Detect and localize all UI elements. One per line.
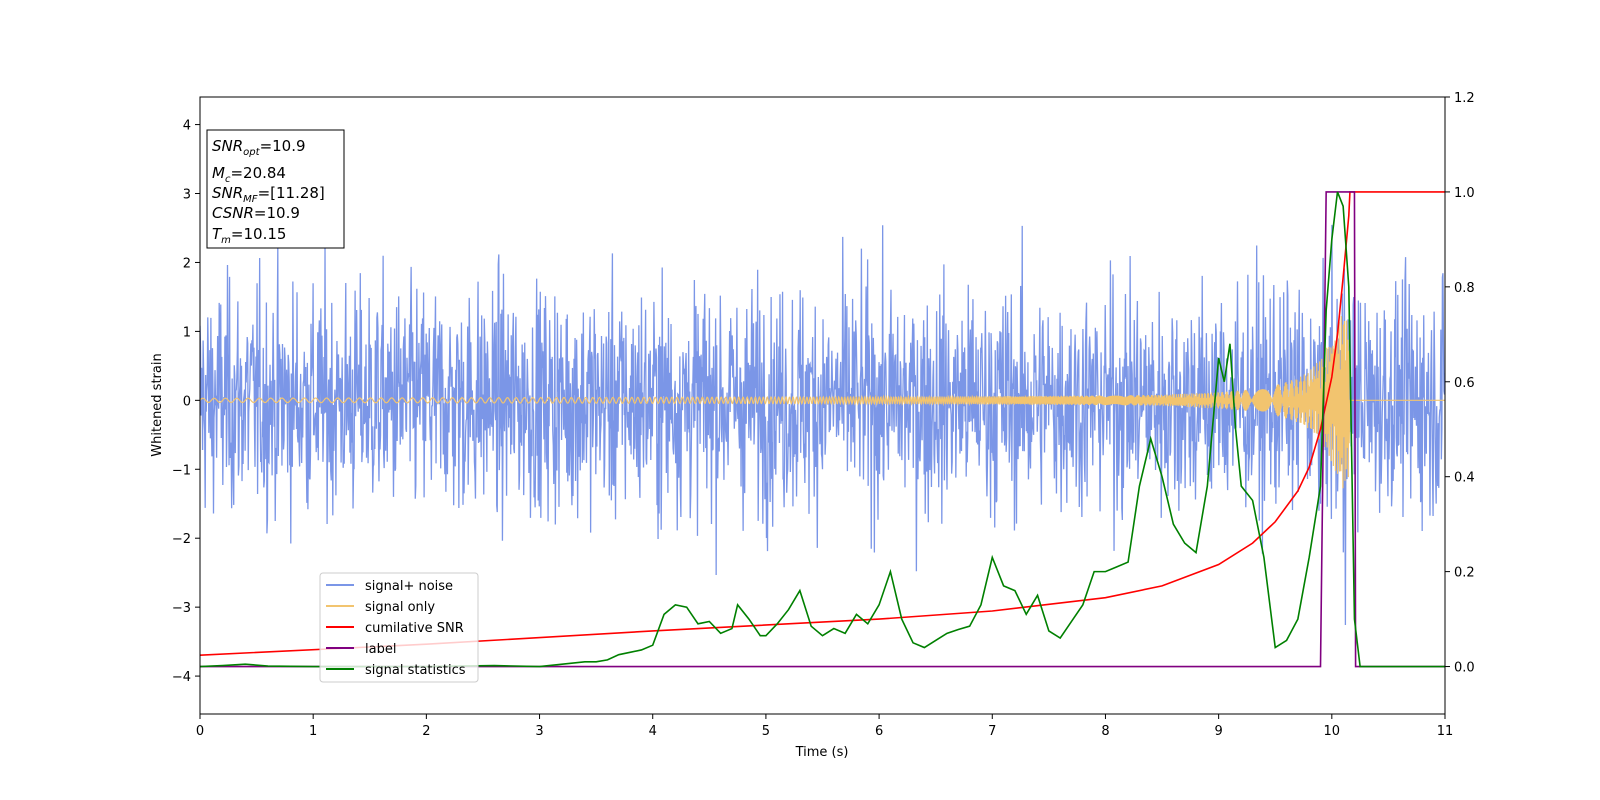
x-tick-label: 5 <box>762 724 770 739</box>
legend-label-snr: cumilative SNR <box>365 621 464 636</box>
x-tick-label: 2 <box>422 724 430 739</box>
y2-tick-label: 1.0 <box>1454 186 1475 201</box>
y-tick-label: 2 <box>183 256 191 271</box>
series-cumulative-snr <box>200 191 1445 656</box>
legend-frame <box>319 572 479 683</box>
y-tick-label: 0 <box>183 394 191 409</box>
y-axis-right: 0.0 0.2 0.4 0.6 0.8 1.0 1.2 <box>1445 91 1475 676</box>
y2-tick-label: 0.4 <box>1454 471 1475 486</box>
legend-label-label: label <box>365 642 396 657</box>
y-tick-label: −1 <box>172 463 191 478</box>
y-axis-left: −4 −3 −2 −1 0 1 2 3 4 <box>172 119 200 685</box>
y2-tick-label: 1.2 <box>1454 91 1475 106</box>
x-tick-label: 11 <box>1437 724 1454 739</box>
legend-label-signal: signal only <box>365 600 435 615</box>
info-csnr: CSNR=10.9 <box>212 204 300 222</box>
y-tick-label: 3 <box>183 188 191 203</box>
legend-label-noise: signal+ noise <box>365 579 453 594</box>
info-mc: Mc=20.84 <box>212 164 286 185</box>
y-tick-label: −4 <box>172 670 191 685</box>
info-snr-opt: SNRopt=10.9 <box>212 137 306 158</box>
x-tick-label: 8 <box>1101 724 1109 739</box>
x-tick-label: 3 <box>535 724 543 739</box>
plot-content <box>200 191 1445 668</box>
x-tick-label: 0 <box>196 724 204 739</box>
y-tick-label: 1 <box>183 325 191 340</box>
info-tm: Tm=10.15 <box>212 225 286 246</box>
info-snr-mf: SNRMF=[11.28] <box>212 184 325 205</box>
x-tick-label: 6 <box>875 724 883 739</box>
y-tick-label: 4 <box>183 119 191 134</box>
y-tick-label: −2 <box>172 532 191 547</box>
x-axis: 0 1 2 3 4 5 6 7 8 9 10 11 <box>196 714 1453 739</box>
info-box: SNRopt=10.9 Mc=20.84 SNRMF=[11.28] CSNR=… <box>206 129 345 249</box>
x-tick-label: 10 <box>1324 724 1341 739</box>
info-box-frame <box>206 129 345 249</box>
y2-tick-label: 0.2 <box>1454 566 1475 581</box>
y-tick-label: −3 <box>172 601 191 616</box>
series-signal-only <box>200 316 1445 489</box>
y2-tick-label: 0.6 <box>1454 376 1475 391</box>
series-signal-noise <box>200 224 1445 626</box>
legend-label-stats: signal statistics <box>365 663 466 678</box>
y2-tick-label: 0.0 <box>1454 661 1475 676</box>
legend: signal+ noise signal only cumilative SNR… <box>319 572 479 683</box>
series-signal-statistics <box>200 191 1445 668</box>
plot-frame <box>199 96 1446 715</box>
x-tick-label: 9 <box>1214 724 1222 739</box>
x-tick-label: 7 <box>988 724 996 739</box>
y-axis-label: Whitened strain <box>150 353 165 456</box>
x-tick-label: 4 <box>649 724 657 739</box>
x-axis-label: Time (s) <box>795 745 849 760</box>
x-tick-label: 1 <box>309 724 317 739</box>
y2-tick-label: 0.8 <box>1454 281 1475 296</box>
